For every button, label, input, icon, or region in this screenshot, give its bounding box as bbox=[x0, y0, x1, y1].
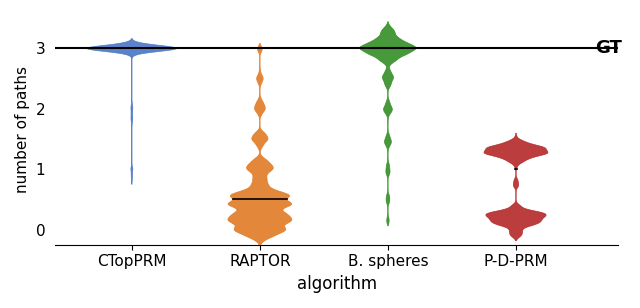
Polygon shape bbox=[484, 133, 548, 241]
Polygon shape bbox=[87, 38, 177, 184]
Polygon shape bbox=[360, 22, 416, 226]
Y-axis label: number of paths: number of paths bbox=[15, 66, 30, 193]
Polygon shape bbox=[228, 44, 292, 245]
Text: GT: GT bbox=[595, 39, 622, 57]
X-axis label: algorithm: algorithm bbox=[297, 275, 377, 293]
